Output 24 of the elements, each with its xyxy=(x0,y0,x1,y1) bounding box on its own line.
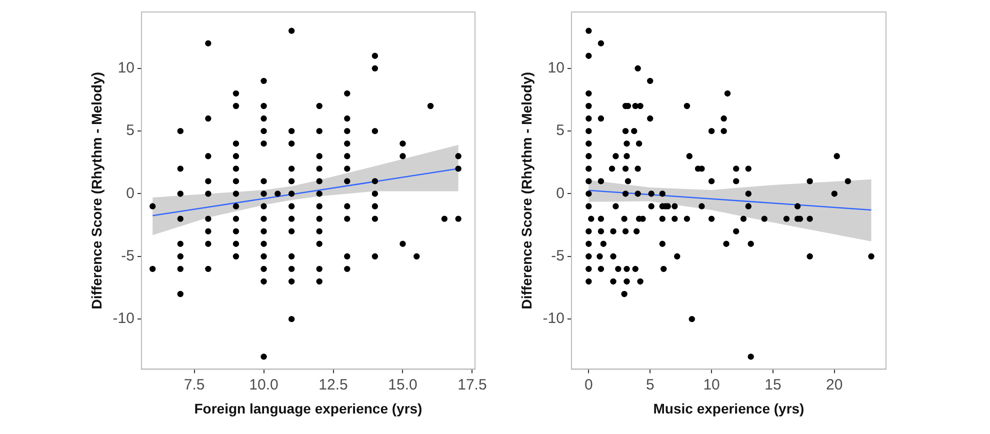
x-tick-label: 17.5 xyxy=(458,376,487,394)
y-tick-label: -5 xyxy=(121,248,134,265)
y-tick-label: 10 xyxy=(118,60,134,77)
y-tick-label: -10 xyxy=(112,310,134,328)
y-tick-label: 5 xyxy=(126,122,134,140)
y-axis-title: Difference Score (Rhythm - Melody) xyxy=(518,72,534,310)
y-tick-label: 5 xyxy=(556,122,564,140)
y-tick-label: -5 xyxy=(551,248,564,265)
x-tick-label: 12.5 xyxy=(318,376,348,394)
x-tick-label: 15 xyxy=(764,376,782,394)
y-axis-title: Difference Score (Rhythm - Melody) xyxy=(88,72,104,310)
x-axis-title: Foreign language experience (yrs) xyxy=(194,400,422,416)
x-tick-label: 10 xyxy=(703,376,720,394)
x-tick-label: 15.0 xyxy=(388,376,418,394)
y-tick-label: 0 xyxy=(556,184,564,202)
x-axis-title: Music experience (yrs) xyxy=(653,400,804,416)
y-tick-label: 0 xyxy=(126,184,134,202)
x-tick-label: 0 xyxy=(584,376,593,394)
x-tick-label: 5 xyxy=(646,376,654,394)
y-tick-label: 10 xyxy=(548,60,564,77)
y-tick-label: -10 xyxy=(542,310,564,328)
x-tick-label: 10.0 xyxy=(249,376,278,394)
x-tick-label: 20 xyxy=(826,376,843,394)
x-tick-label: 7.5 xyxy=(184,376,205,394)
